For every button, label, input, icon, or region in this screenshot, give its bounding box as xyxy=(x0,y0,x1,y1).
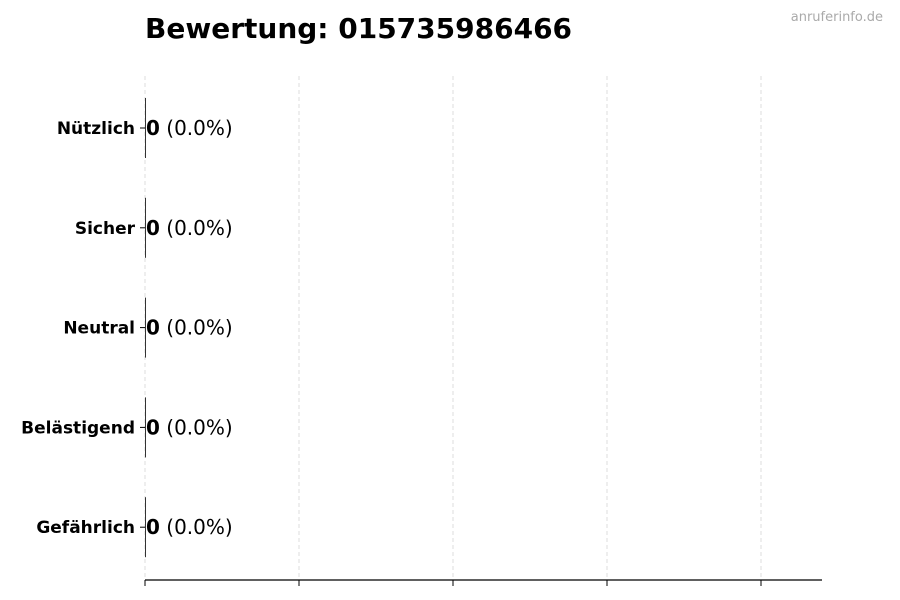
data-label-percent: (0.0%) xyxy=(160,515,233,539)
bar xyxy=(145,397,146,458)
data-label: 0 (0.0%) xyxy=(146,415,233,439)
data-label: 0 (0.0%) xyxy=(146,316,233,340)
data-label-count: 0 xyxy=(146,316,160,340)
data-label: 0 (0.0%) xyxy=(146,515,233,539)
data-label-count: 0 xyxy=(146,116,160,140)
bar xyxy=(145,197,146,258)
y-tick-label: Nützlich xyxy=(57,119,135,139)
y-tick-label: Sicher xyxy=(75,219,136,239)
y-tick-label: Neutral xyxy=(63,319,135,339)
data-label-percent: (0.0%) xyxy=(160,116,233,140)
data-label-percent: (0.0%) xyxy=(160,216,233,240)
watermark: anruferinfo.de xyxy=(790,10,883,25)
y-tick-label: Gefährlich xyxy=(36,518,135,538)
bar xyxy=(145,98,146,158)
y-tick-label: Belästigend xyxy=(21,418,135,438)
data-label-count: 0 xyxy=(146,415,160,439)
data-label: 0 (0.0%) xyxy=(146,116,233,140)
data-label-percent: (0.0%) xyxy=(160,316,233,340)
data-label-percent: (0.0%) xyxy=(160,415,233,439)
data-label-count: 0 xyxy=(146,216,160,240)
data-label-count: 0 xyxy=(146,515,160,539)
chart-title: Bewertung: 015735986466 xyxy=(145,12,573,45)
data-label: 0 (0.0%) xyxy=(146,216,233,240)
bar xyxy=(145,497,146,558)
bar xyxy=(145,297,146,358)
